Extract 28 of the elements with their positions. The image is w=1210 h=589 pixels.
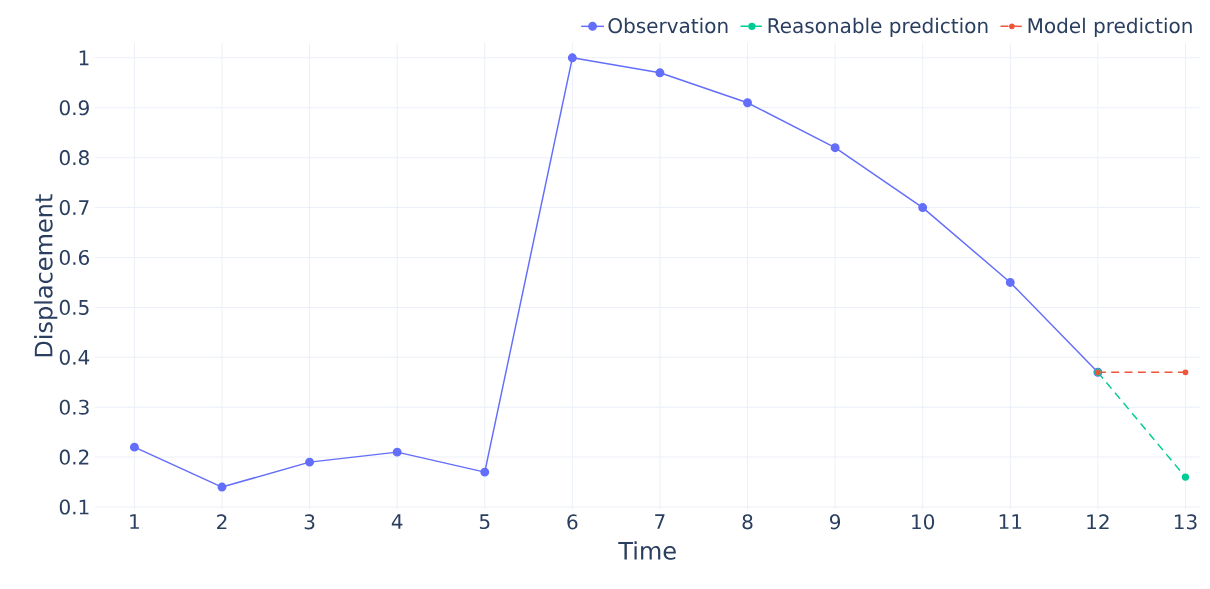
y-tick-label: 0.5 — [59, 299, 89, 315]
legend-label: Model prediction — [1028, 17, 1192, 38]
y-tick-label: 0.8 — [59, 150, 89, 166]
x-tick-label: 8 — [742, 514, 753, 530]
x-tick-label: 12 — [1087, 514, 1109, 530]
x-tick-label: 5 — [479, 514, 490, 530]
x-tick-label: 1 — [130, 514, 139, 529]
y-tick-label: 0.4 — [59, 349, 90, 365]
x-tick-label: 10 — [912, 514, 935, 530]
y-tick-label: 0.6 — [59, 249, 90, 266]
legend-label: Reasonable prediction — [768, 17, 988, 38]
y-axis-title: Displacement — [34, 194, 58, 357]
x-axis-title: Time — [618, 541, 676, 560]
y-tick-label: 1 — [79, 50, 89, 66]
x-tick-label: 13 — [1174, 514, 1197, 530]
x-tick-label: 2 — [217, 514, 227, 530]
y-tick-label: 0.9 — [59, 100, 89, 116]
y-tick-label: 0.2 — [59, 449, 89, 465]
x-tick-label: 4 — [391, 514, 403, 529]
x-tick-label: 7 — [655, 514, 665, 529]
x-tick-label: 3 — [304, 514, 315, 530]
legend-label: Observation — [608, 17, 728, 34]
y-tick-label: 0.7 — [59, 200, 89, 216]
y-tick-label: 0.1 — [59, 499, 89, 515]
x-tick-label: 9 — [830, 514, 841, 530]
y-tick-label: 0.3 — [59, 399, 89, 415]
x-tick-label: 11 — [999, 514, 1022, 529]
x-tick-label: 6 — [567, 514, 578, 530]
